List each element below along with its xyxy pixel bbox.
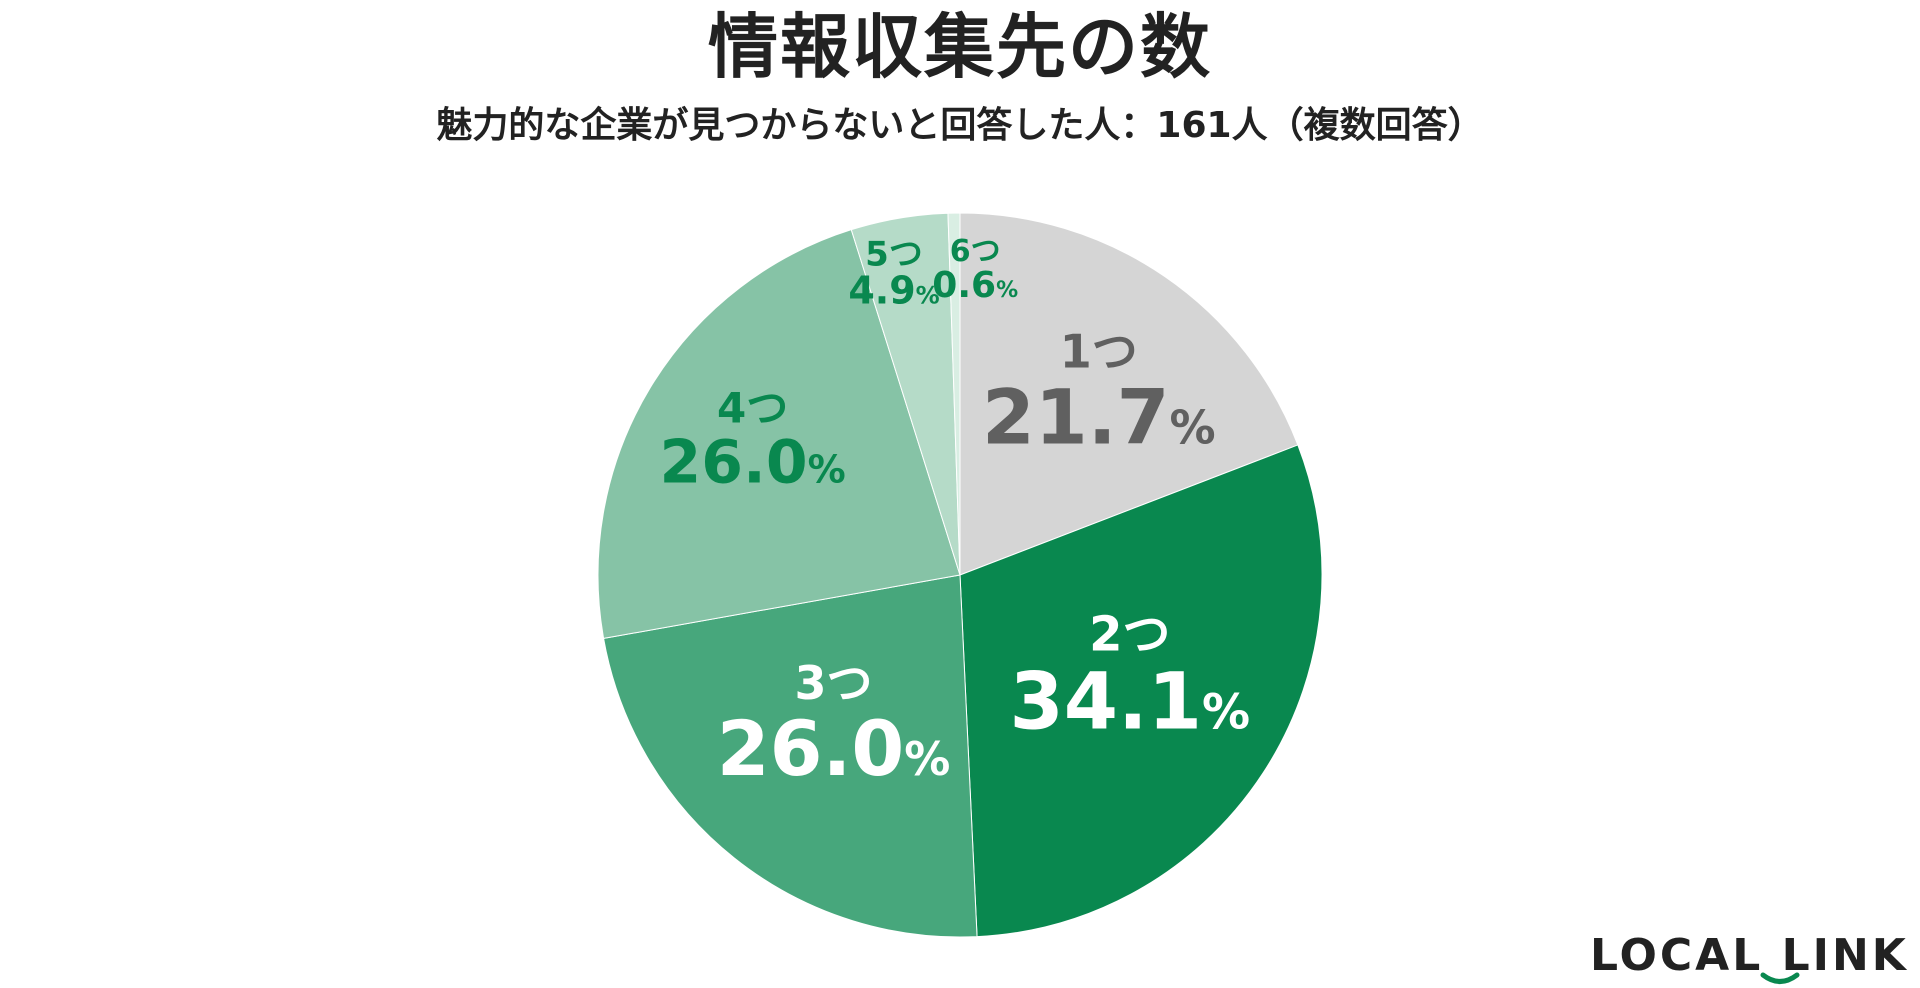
brand-name: LOCAL LINK (1590, 930, 1909, 981)
pie-slice-6 (947, 212, 961, 576)
slice-category-label-3: 3つ (794, 656, 872, 710)
pie-slice-1 (959, 212, 1299, 576)
slice-value-label-1: 21.7% (982, 373, 1216, 462)
pie-slice-4 (597, 229, 961, 639)
slice-category-label-2: 2つ (1089, 607, 1170, 663)
slice-value-label-3: 26.0% (717, 704, 951, 793)
slice-category-label-5: 5つ (865, 234, 923, 274)
brand-logo: LOCAL LINK (1590, 930, 1920, 988)
slice-category-label-4: 4つ (717, 383, 788, 432)
pie-slices (597, 212, 1323, 938)
brand-smile-icon (1760, 972, 1800, 984)
pie-slice-2 (959, 444, 1323, 938)
slice-value-label-5: 4.9% (848, 268, 939, 312)
slice-value-label-2: 34.1% (1010, 658, 1251, 748)
slice-value-label-6: 0.6% (932, 265, 1018, 306)
chart-title: 情報収集先の数 (708, 6, 1212, 88)
pie-slice-3 (603, 574, 978, 938)
slice-value-label-4: 26.0% (660, 427, 846, 497)
slice-category-label-6: 6つ (950, 234, 1001, 269)
slice-category-label-1: 1つ (1060, 325, 1138, 379)
chart-subtitle: 魅力的な企業が見つからないと回答した人：161人（複数回答） (436, 105, 1484, 146)
